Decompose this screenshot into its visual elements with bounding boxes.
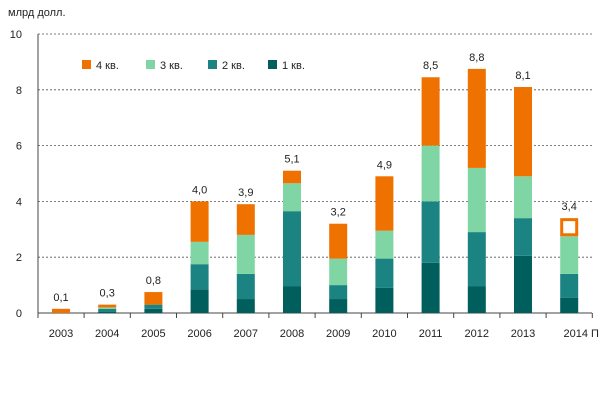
bar-segment [52,308,70,313]
bar-segment [283,286,301,313]
legend: 4 кв. 3 кв. 2 кв. 1 кв. [82,60,305,72]
legend-label: 4 кв. [96,60,119,72]
y-tick-label: 4 [16,196,22,208]
bar-segment [514,218,532,256]
bar-segment [98,311,117,313]
y-tick-label: 8 [16,85,22,97]
bar-segment [190,201,209,242]
legend-label: 2 кв. [222,60,245,72]
x-tick-label: 2005 [141,328,165,340]
x-axis: 2003 2004 2005 2006 2007 2008 2009 2010 2011 2012… [37,312,599,340]
legend-swatch [208,60,217,69]
bar-segment [560,297,579,313]
bar-segment [560,236,579,274]
bar-segment [421,201,440,263]
total-label: 5,1 [284,154,299,166]
y-axis-unit-label: млрд долл. [8,7,66,19]
bar-segment [375,287,394,313]
x-tick-label: 2004 [95,328,119,340]
bar-segment [421,77,440,146]
bar-segment [144,308,163,313]
bar-segment [329,258,348,286]
bar-segment [560,218,579,237]
bar-segment [329,299,348,313]
bar-segment [421,145,440,202]
bar-segment [560,273,579,298]
total-label: 3,9 [238,187,253,199]
bar-segment [190,264,209,290]
bars [52,68,579,313]
total-label: 3,2 [331,207,346,219]
bar-segment [375,258,394,288]
bar-segment [467,68,486,168]
legend-swatch [268,60,277,69]
legend-label: 3 кв. [160,60,183,72]
legend-swatch [82,60,91,69]
y-tick-label: 6 [16,141,22,153]
bar-segment [467,232,486,287]
y-tick-label: 2 [16,252,22,264]
x-tick-label: 2011 [419,328,443,340]
total-label: 3,4 [562,201,577,213]
bar-segment [236,204,255,235]
gridlines [38,33,592,258]
y-axis: 0 2 4 6 8 10 [10,29,39,320]
total-label: 8,5 [423,60,438,72]
bar-segment [144,292,163,305]
bar-segment [283,211,301,287]
bar-segment [514,255,532,313]
bar-segment [190,289,209,313]
x-tick-label: 2014 П [563,328,599,340]
bar-segment [283,170,301,184]
y-tick-label: 0 [16,308,22,320]
x-tick-label: 2008 [280,328,304,340]
bar-segment [236,234,255,274]
x-tick-label: 2010 [372,328,396,340]
x-tick-label: 2009 [326,328,350,340]
bar-segment [236,273,255,300]
bar-segment [190,241,209,265]
x-tick-label: 2006 [187,328,211,340]
bar-segment [375,230,394,259]
total-label: 0,3 [100,288,115,300]
bar-segment [98,304,117,308]
bar-segment [329,223,348,259]
total-label: 0,8 [146,275,161,287]
total-label: 0,1 [53,292,68,304]
x-tick-label: 2003 [49,328,73,340]
x-tick-label: 2012 [465,328,489,340]
bar-segment [421,262,440,313]
x-tick-label: 2013 [511,328,535,340]
bar-segment [467,286,486,313]
bar-segment [514,87,532,177]
total-labels: 0,1 0,3 0,8 4,0 3,9 5,1 3,2 4,9 8,5 8,8 8,1 3,4 [53,52,576,304]
x-tick-label: 2007 [234,328,258,340]
bar-segment [329,285,348,300]
bar-segment [98,307,117,309]
bar-segment [283,183,301,212]
total-label: 4,0 [192,184,207,196]
bar-segment [467,167,486,233]
legend-label: 1 кв. [282,60,305,72]
bar-segment [236,299,255,313]
y-tick-label: 10 [10,29,22,41]
bar-segment [514,176,532,219]
bar-segment [375,176,394,231]
legend-swatch [146,60,155,69]
total-label: 4,9 [377,159,392,171]
bar-segment [144,304,163,309]
bar-segment [98,308,117,312]
total-label: 8,8 [469,52,484,64]
total-label: 8,1 [515,70,530,82]
